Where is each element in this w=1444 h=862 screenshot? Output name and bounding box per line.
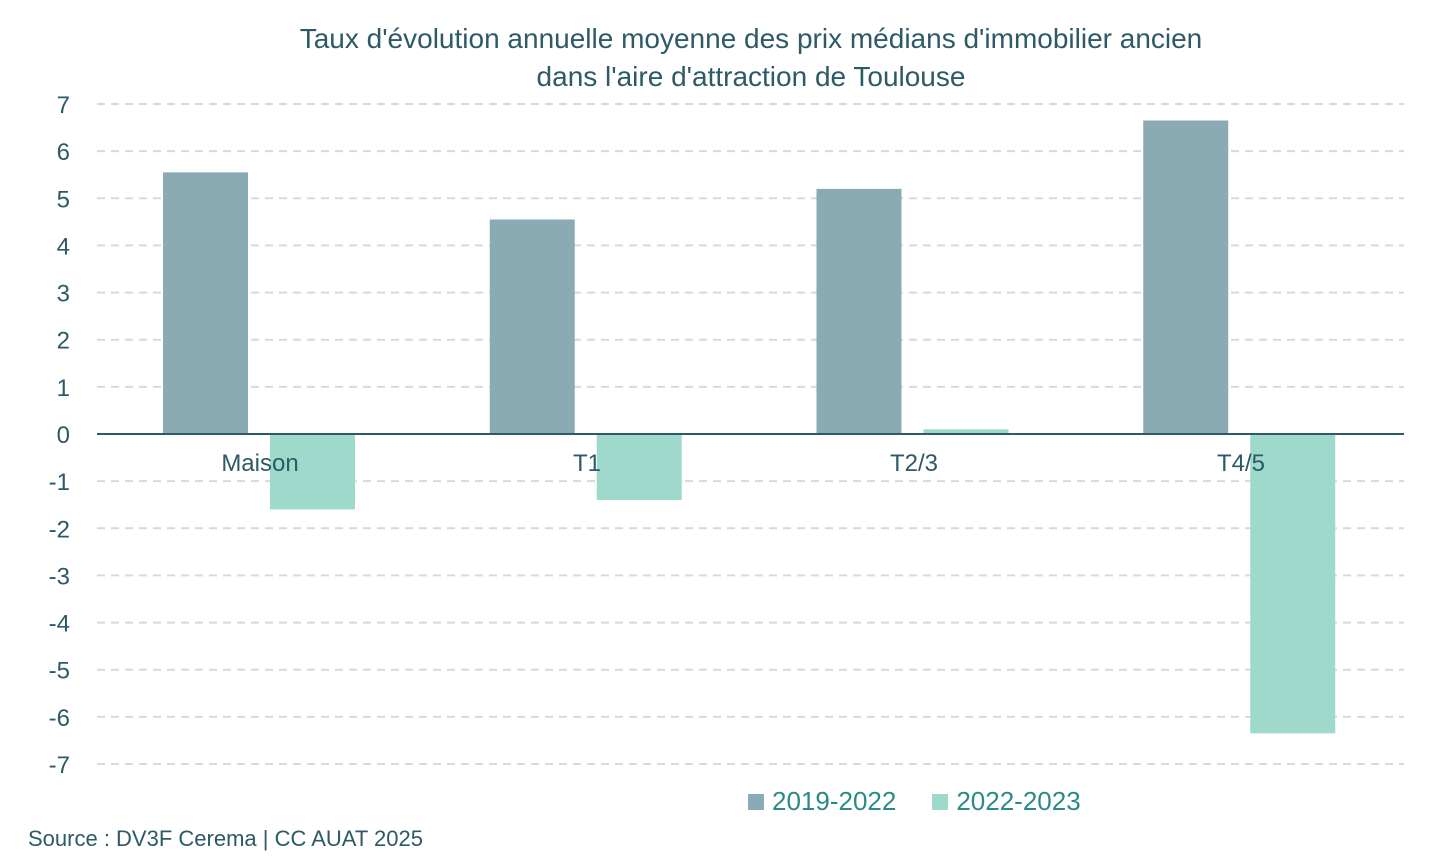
legend-item-2022-2023: 2022-2023 xyxy=(932,786,1081,817)
legend-label-2019-2022: 2019-2022 xyxy=(772,786,897,816)
x-tick-label: T1 xyxy=(573,450,601,477)
source-note: Source : DV3F Cerema | CC AUAT 2025 xyxy=(28,826,423,851)
legend-swatch-2022-2023 xyxy=(932,793,949,810)
bar-maison-2022-2023 xyxy=(270,434,355,510)
x-tick-label: Maison xyxy=(221,450,298,477)
chart-title-line-2: dans l'aire d'attraction de Toulouse xyxy=(536,61,966,92)
y-tick-label: 0 xyxy=(57,422,70,449)
y-tick-label: 2 xyxy=(57,328,70,355)
bar-t2-3-2022-2023 xyxy=(923,429,1009,434)
y-tick-label: -7 xyxy=(49,752,70,779)
y-tick-label: -4 xyxy=(49,611,70,638)
y-tick-label: -3 xyxy=(49,563,70,590)
bar-t1-2019-2022 xyxy=(489,219,575,434)
legend-swatch-2019-2022 xyxy=(748,793,764,810)
y-tick-label: 1 xyxy=(57,375,70,402)
bar-t4-5-2019-2022 xyxy=(1143,120,1229,434)
y-tick-label: -2 xyxy=(49,516,70,543)
legend-item-2019-2022: 2019-2022 xyxy=(748,786,896,817)
legend-label-2022-2023: 2022-2023 xyxy=(956,786,1081,816)
bar-maison-2019-2022 xyxy=(163,172,248,434)
x-tick-label: T4/5 xyxy=(1217,450,1265,477)
chart-legend: 2019-2022 2022-2023 xyxy=(748,786,1117,817)
x-tick-label: T2/3 xyxy=(890,450,938,477)
y-tick-label: 4 xyxy=(57,233,70,260)
y-tick-label: 5 xyxy=(57,186,70,213)
y-tick-label: 3 xyxy=(57,281,70,308)
y-tick-label: 7 xyxy=(57,92,70,119)
bar-t2-3-2019-2022 xyxy=(816,188,902,434)
y-tick-label: 6 xyxy=(57,139,70,166)
y-tick-label: -5 xyxy=(49,658,70,685)
bar-t4-5-2022-2023 xyxy=(1250,434,1336,734)
y-tick-label: -1 xyxy=(49,469,70,496)
bar-t1-2022-2023 xyxy=(596,434,682,500)
bar-chart-plot: 7 6 5 4 3 2 1 0 -1 -2 -3 -4 -5 -6 -7 Maison T1 T2/3 T4/5 xyxy=(49,92,1404,779)
chart-title-line-1: Taux d'évolution annuelle moyenne des pr… xyxy=(299,23,1203,54)
y-tick-label: -6 xyxy=(49,705,70,732)
